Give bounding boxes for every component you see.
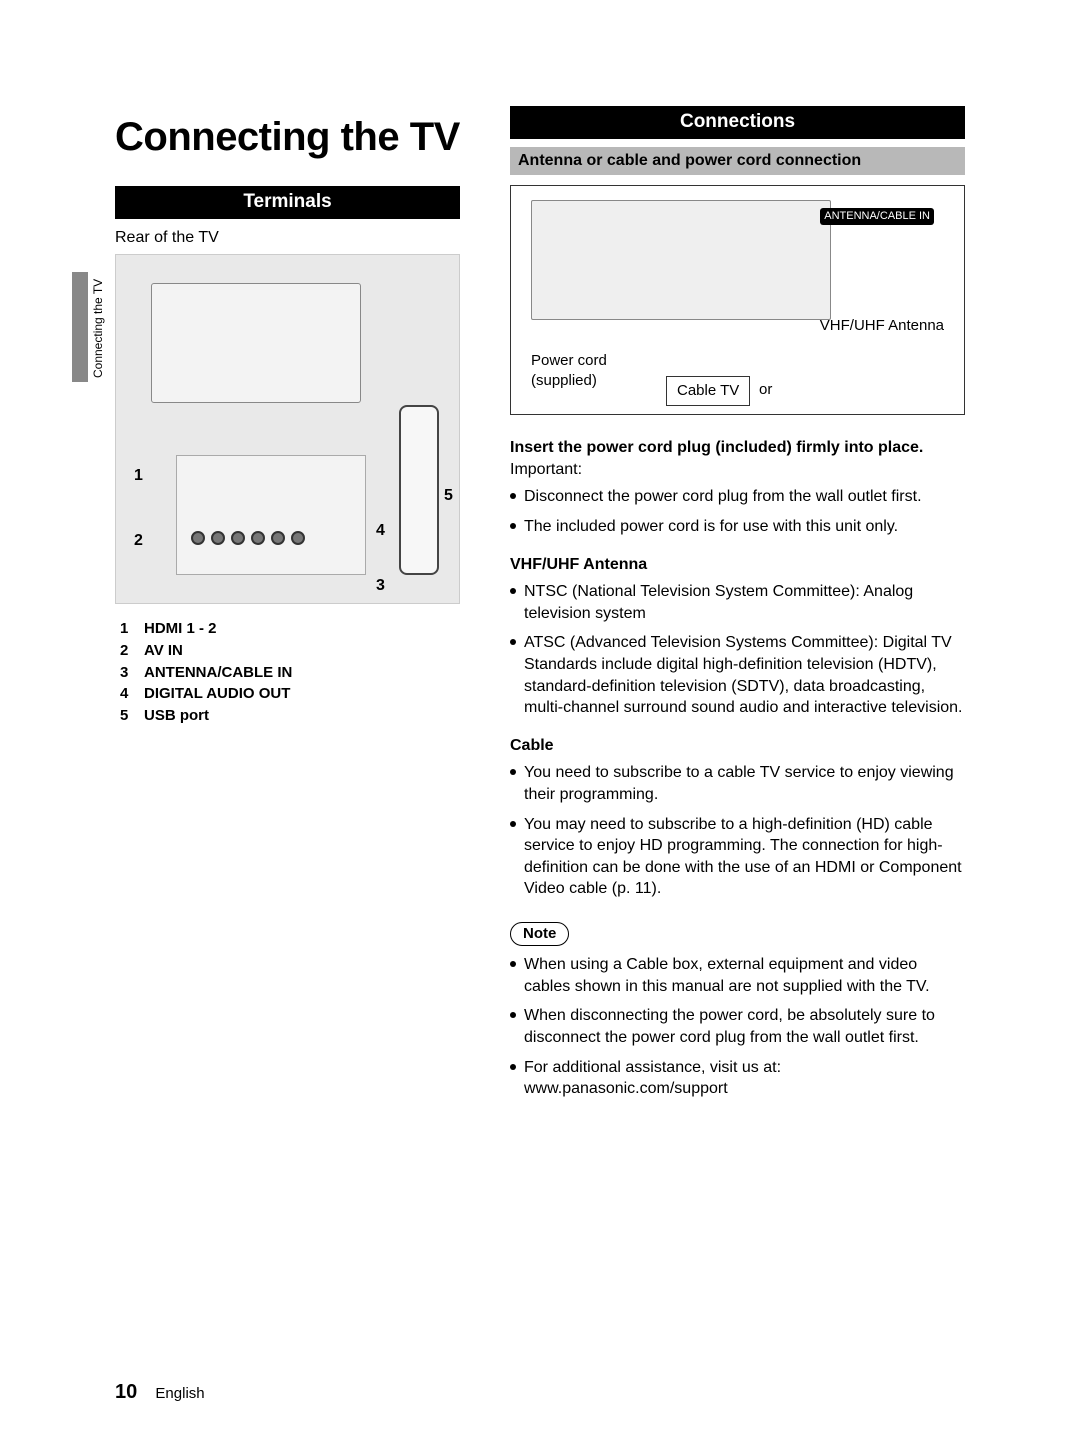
page-language: English: [155, 1385, 204, 1402]
terminals-list: 1 HDMI 1 - 2 2 AV IN 3 ANTENNA/CABLE IN 4 DI…: [115, 618, 460, 727]
tv-side-shape: [399, 405, 439, 575]
note-bullets: When using a Cable box, external equipme…: [510, 954, 965, 1100]
t-label-3: ANTENNA/CABLE IN: [144, 662, 292, 684]
page-number: 10: [115, 1381, 137, 1403]
tv-outline: [531, 200, 831, 320]
cable-bullet-1: You need to subscribe to a cable TV serv…: [510, 762, 965, 805]
av-jacks: [191, 531, 305, 545]
cable-bullet-2: You may need to subscribe to a high-defi…: [510, 814, 965, 900]
connections-column: Connections Antenna or cable and power c…: [510, 186, 965, 1108]
sidebar-label: Connecting the TV: [90, 279, 106, 378]
insert-heading: Insert the power cord plug (included) fi…: [510, 437, 965, 459]
t-label-5: USB port: [144, 705, 209, 727]
t-num-4: 4: [120, 683, 132, 705]
terminals-header: Terminals: [115, 186, 460, 219]
page-content: Connecting the TV Terminals Rear of the …: [115, 110, 965, 1108]
terminals-caption: Rear of the TV: [115, 227, 460, 249]
port-panel: [176, 455, 366, 575]
t-label-2: AV IN: [144, 640, 183, 662]
callout-3: 3: [376, 575, 385, 597]
important-bullet-2: The included power cord is for use with …: [510, 516, 965, 538]
or-label: or: [759, 380, 772, 400]
t-label-1: HDMI 1 - 2: [144, 618, 217, 640]
sidebar-tab: [72, 272, 88, 382]
cable-tv-box: Cable TV: [666, 376, 750, 406]
callout-4: 4: [376, 520, 385, 542]
note-bullet-1: When using a Cable box, external equipme…: [510, 954, 965, 997]
page-footer: 10 English: [115, 1379, 205, 1406]
power-cord-label: Power cord (supplied): [531, 351, 641, 392]
cable-bullets: You need to subscribe to a cable TV serv…: [510, 762, 965, 900]
important-bullet-1: Disconnect the power cord plug from the …: [510, 486, 965, 508]
callout-5: 5: [444, 485, 453, 507]
t-num-2: 2: [120, 640, 132, 662]
cable-heading: Cable: [510, 735, 965, 757]
vhf-bullet-1: NTSC (National Television System Committ…: [510, 581, 965, 624]
antenna-pill: ANTENNA/CABLE IN: [820, 208, 934, 225]
connections-figure: ANTENNA/CABLE IN Power cord (supplied) V…: [510, 185, 965, 415]
note-bullet-2: When disconnecting the power cord, be ab…: [510, 1005, 965, 1048]
t-num-5: 5: [120, 705, 132, 727]
important-bullets: Disconnect the power cord plug from the …: [510, 486, 965, 537]
note-pill: Note: [510, 922, 569, 946]
connections-header: Connections: [510, 106, 965, 139]
t-num-3: 3: [120, 662, 132, 684]
vhf-heading: VHF/UHF Antenna: [510, 554, 965, 576]
t-num-1: 1: [120, 618, 132, 640]
important-label: Important:: [510, 459, 965, 481]
tv-back-shape: [151, 283, 361, 403]
note-bullet-3: For additional assistance, visit us at: …: [510, 1057, 965, 1100]
terminals-column: Terminals Rear of the TV 1 2 3 4 5 1 HDMI…: [115, 186, 460, 1108]
vhf-label: VHF/UHF Antenna: [820, 316, 944, 336]
vhf-bullet-2: ATSC (Advanced Television Systems Commit…: [510, 632, 965, 718]
callout-2: 2: [134, 530, 143, 552]
connections-subheader: Antenna or cable and power cord connecti…: [510, 147, 965, 176]
t-label-4: DIGITAL AUDIO OUT: [144, 683, 290, 705]
terminals-figure: 1 2 3 4 5: [115, 254, 460, 604]
callout-1: 1: [134, 465, 143, 487]
vhf-bullets: NTSC (National Television System Committ…: [510, 581, 965, 719]
